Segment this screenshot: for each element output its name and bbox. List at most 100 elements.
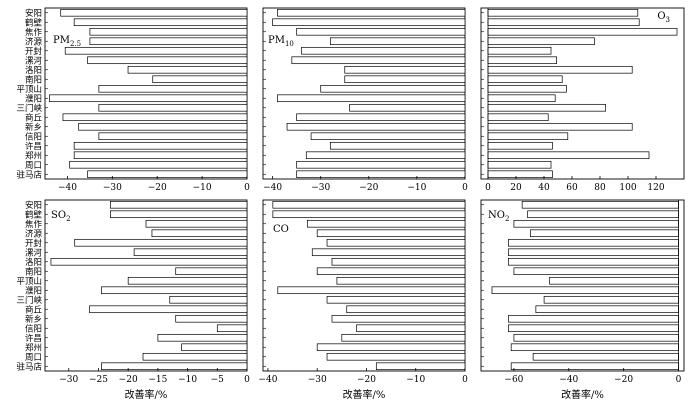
x-tick-label: −30 <box>308 375 327 385</box>
bar-3 <box>145 219 248 228</box>
panel-no2: −60 −40 −20 0 NO2 改善率/% <box>480 199 685 401</box>
category-label: 洛阳 <box>25 65 42 76</box>
bar-16 <box>316 343 466 352</box>
x-tick-label: −30 <box>311 183 330 193</box>
panel-co: −40 −30 −20 −10 0 CO 改善率/% <box>258 199 468 401</box>
bar-16 <box>73 151 248 160</box>
category-label: 周口 <box>25 353 42 363</box>
bar-11 <box>487 103 606 112</box>
bar-12 <box>487 113 549 122</box>
bar-5 <box>74 238 248 247</box>
bar-7 <box>127 65 248 74</box>
x-tick-label: 60 <box>566 183 578 193</box>
bar-3 <box>89 27 248 36</box>
bar-13 <box>78 122 248 131</box>
x-tick-label: 0 <box>244 183 250 193</box>
bar-1 <box>110 200 248 209</box>
x-tick-label: 40 <box>538 183 550 193</box>
bar-17 <box>142 352 248 361</box>
bar-3 <box>513 219 679 228</box>
bar-10 <box>277 286 466 295</box>
category-label: 新乡 <box>25 122 42 133</box>
x-tick-label: −40 <box>559 375 578 385</box>
category-label: 许昌 <box>25 141 42 152</box>
pollutant-label: SO2 <box>51 210 71 223</box>
bar-15 <box>513 333 679 342</box>
bar-6 <box>87 56 248 65</box>
bar-9 <box>487 84 567 93</box>
panel-o3: 0 20 40 60 80 100 120 O3 <box>480 7 685 193</box>
bar-13 <box>508 314 679 323</box>
bar-7 <box>487 65 633 74</box>
plot-frame <box>44 199 248 372</box>
x-tick-label: −20 <box>357 375 376 385</box>
category-label: 焦作 <box>25 219 43 230</box>
bar-1 <box>487 8 639 17</box>
bar-1 <box>521 200 679 209</box>
bar-16 <box>305 151 466 160</box>
bar-8 <box>344 75 466 84</box>
bar-2 <box>73 18 248 27</box>
category-label: 南阳 <box>25 74 42 85</box>
bar-4 <box>316 229 466 238</box>
x-tick-label: −40 <box>263 183 282 193</box>
bar-18 <box>87 170 248 179</box>
bar-7 <box>50 257 248 266</box>
bar-13 <box>487 122 633 131</box>
bar-9 <box>336 276 466 285</box>
bar-3 <box>306 219 466 228</box>
bar-14 <box>356 324 466 333</box>
x-tick-label: −20 <box>148 183 167 193</box>
bar-5 <box>487 46 552 55</box>
bar-6 <box>311 248 466 257</box>
bar-15 <box>487 141 553 150</box>
category-label: 鹤壁 <box>25 209 43 220</box>
x-tick-label: −60 <box>504 375 523 385</box>
category-label: 鹤壁 <box>25 17 43 28</box>
bar-8 <box>487 75 563 84</box>
x-tick-label: 20 <box>510 183 522 193</box>
category-label: 平顶山 <box>16 84 42 95</box>
bar-4 <box>151 229 248 238</box>
x-axis-label: 改善率/% <box>561 388 604 401</box>
bar-2 <box>487 18 640 27</box>
bar-16 <box>181 343 248 352</box>
bar-8 <box>152 75 248 84</box>
bar-5 <box>326 238 466 247</box>
bar-6 <box>291 56 466 65</box>
bar-12 <box>89 305 248 314</box>
x-tick-label: −30 <box>103 183 122 193</box>
category-label: 濮阳 <box>25 93 42 104</box>
x-tick-label: 120 <box>647 183 664 193</box>
bar-17 <box>69 160 248 169</box>
bar-8 <box>513 267 679 276</box>
bar-18 <box>487 170 553 179</box>
category-label: 开封 <box>25 238 43 249</box>
x-tick-label: −15 <box>148 375 167 385</box>
x-tick-label: −5 <box>211 375 225 385</box>
bar-14 <box>216 324 248 333</box>
bar-1 <box>272 200 466 209</box>
bar-14 <box>98 132 248 141</box>
category-label: 许昌 <box>25 333 42 344</box>
bar-18 <box>510 362 679 371</box>
bar-11 <box>349 103 466 112</box>
panel-pm25: −40 −30 −20 −10 0 安阳鹤壁焦作济源开封漯河洛阳南阳平顶山濮阳三门峡商丘新… <box>16 7 250 193</box>
bar-12 <box>346 305 466 314</box>
bar-14 <box>310 132 466 141</box>
category-label: 三门峡 <box>16 295 42 306</box>
x-tick-label: −10 <box>406 375 425 385</box>
x-tick-label: −20 <box>119 375 138 385</box>
bar-8 <box>175 267 248 276</box>
bar-13 <box>286 122 466 131</box>
x-axis-label: 改善率/% <box>125 388 168 401</box>
category-label: 开封 <box>25 46 43 57</box>
x-tick-label: 0 <box>485 183 491 193</box>
bar-17 <box>326 352 466 361</box>
pollutant-label: O3 <box>657 11 670 24</box>
bar-13 <box>175 314 248 323</box>
bar-18 <box>375 362 466 371</box>
bar-15 <box>73 141 248 150</box>
category-label: 濮阳 <box>25 285 42 296</box>
category-label: 郑州 <box>25 342 42 353</box>
